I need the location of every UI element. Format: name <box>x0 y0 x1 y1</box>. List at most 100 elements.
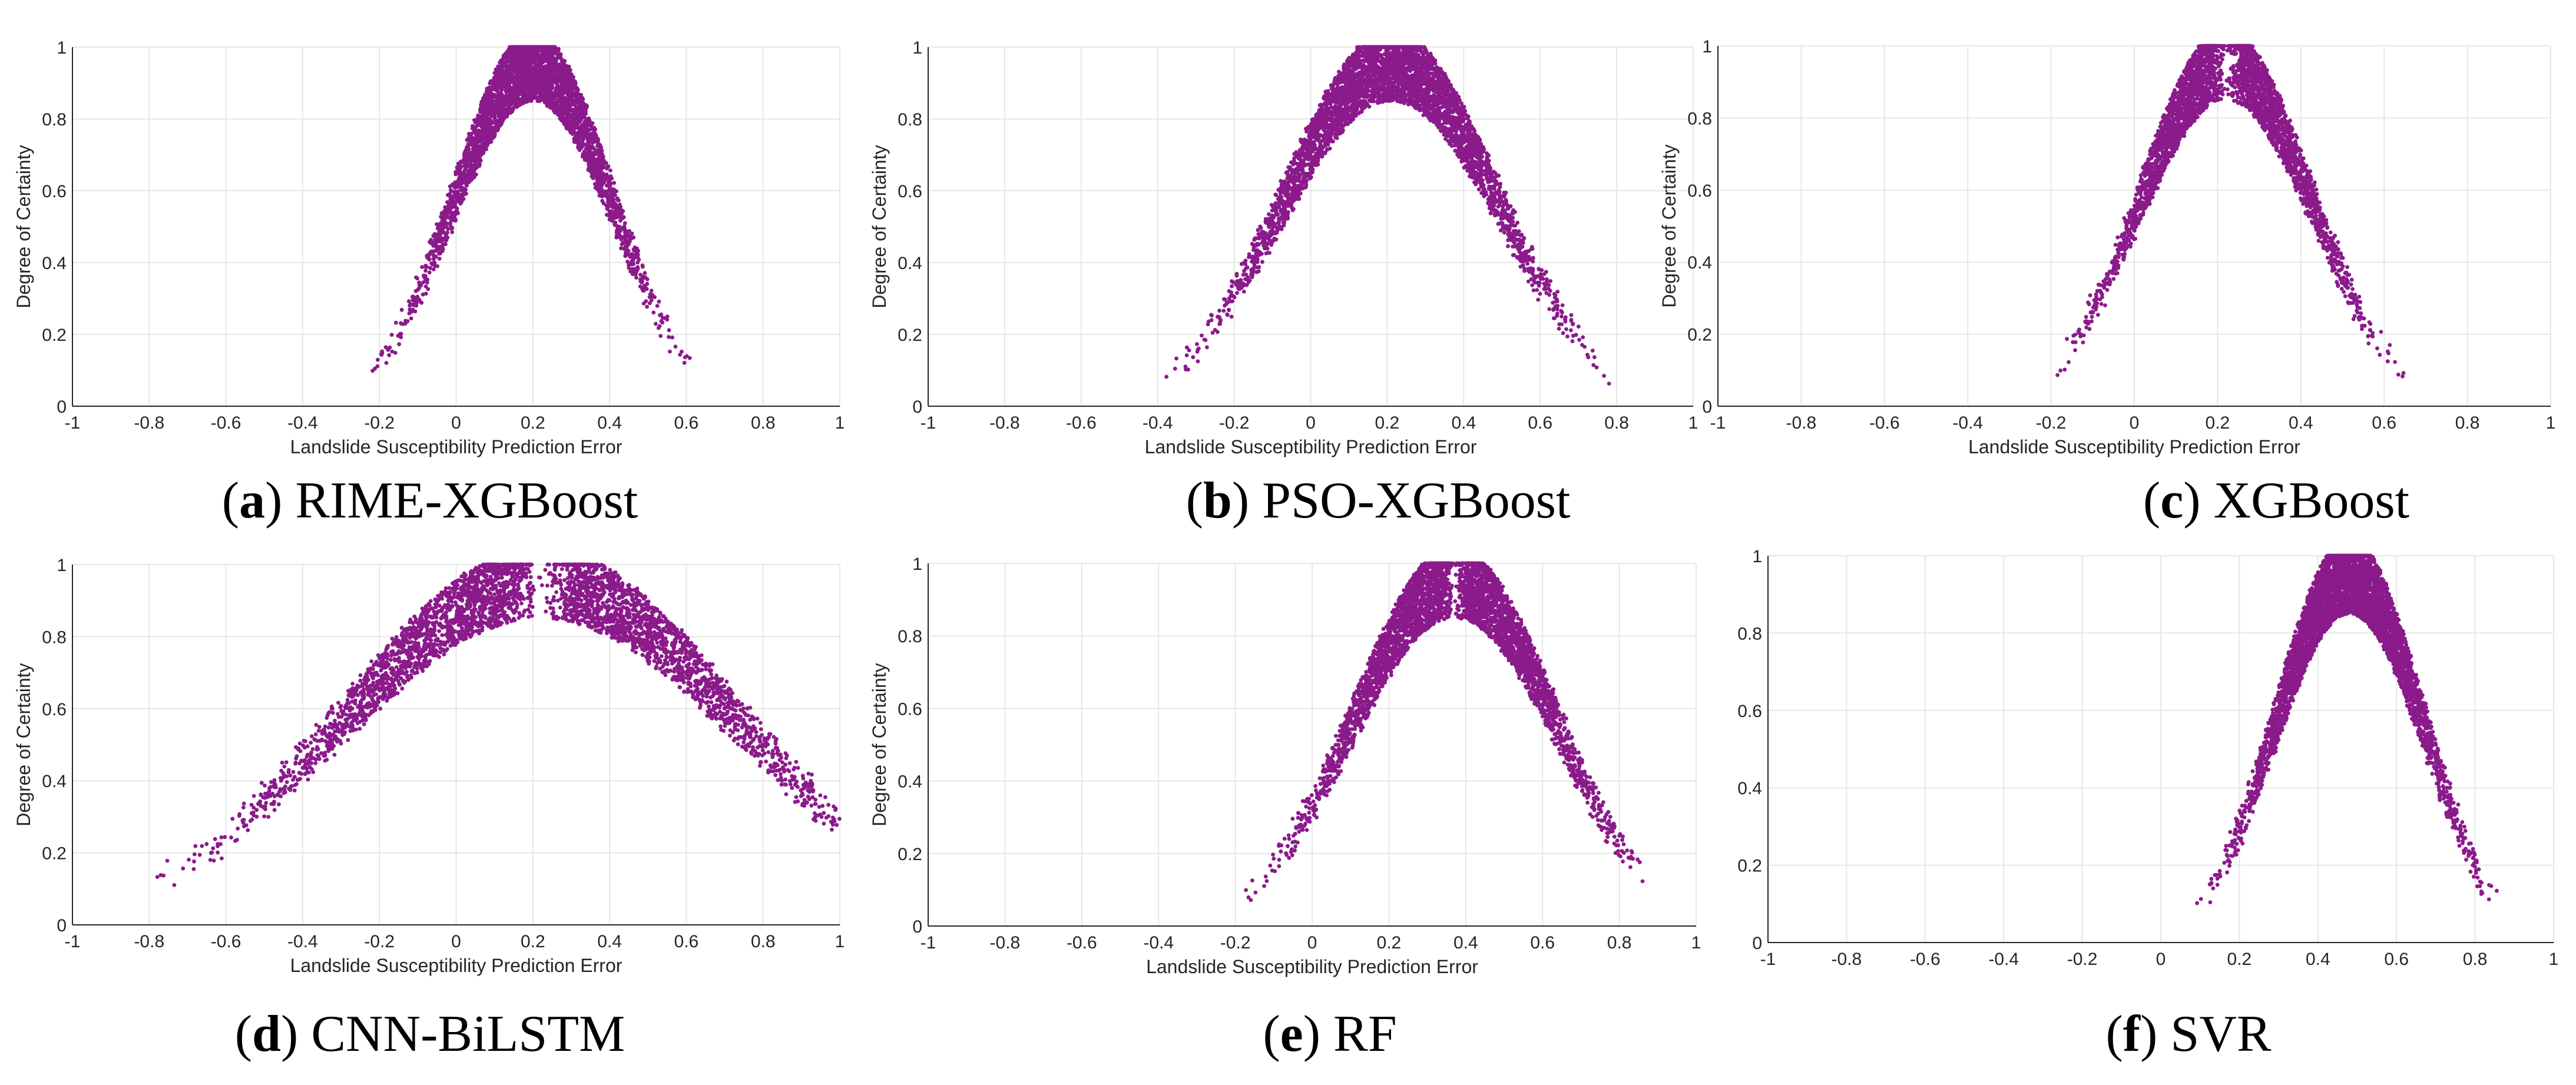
data-point <box>552 102 557 106</box>
data-point <box>504 71 509 76</box>
data-point <box>455 185 460 189</box>
data-point <box>535 74 539 78</box>
data-point <box>1223 297 1227 301</box>
data-point <box>614 213 619 217</box>
data-point <box>389 333 394 337</box>
data-point <box>489 87 494 92</box>
data-point <box>592 162 597 167</box>
data-point <box>514 57 518 62</box>
data-point <box>1564 327 1568 331</box>
data-point <box>598 174 603 178</box>
data-point <box>534 82 538 87</box>
data-point <box>587 132 591 137</box>
data-point <box>488 137 492 142</box>
data-point <box>597 183 601 188</box>
data-point <box>604 161 608 165</box>
data-point <box>455 211 460 215</box>
y-tick-label: 0.4 <box>42 254 67 273</box>
data-point <box>1195 349 1200 354</box>
data-point <box>502 114 507 119</box>
data-point <box>590 121 595 125</box>
data-point <box>587 116 591 121</box>
data-point <box>583 112 588 117</box>
data-point <box>518 54 522 58</box>
data-point <box>1244 273 1249 277</box>
data-point <box>471 148 476 152</box>
data-point <box>591 154 595 159</box>
data-point <box>557 62 562 67</box>
data-point <box>491 98 495 102</box>
data-point <box>658 334 663 339</box>
data-point <box>446 203 451 208</box>
data-point <box>452 190 456 194</box>
data-point <box>478 115 483 120</box>
data-point <box>379 353 384 357</box>
data-point <box>665 314 670 318</box>
data-point <box>634 271 638 276</box>
data-point <box>568 120 573 125</box>
data-point <box>438 232 443 237</box>
data-point <box>591 176 595 180</box>
x-tick-label: -0.2 <box>364 413 395 433</box>
data-point <box>426 253 431 257</box>
data-point <box>496 121 501 125</box>
data-point <box>576 111 581 116</box>
data-point <box>511 59 515 64</box>
data-point <box>515 95 520 100</box>
data-point <box>592 125 597 130</box>
data-point <box>504 67 509 71</box>
data-point <box>654 321 658 326</box>
data-point <box>465 145 469 150</box>
data-point <box>598 161 602 165</box>
data-point <box>569 124 574 128</box>
data-point <box>561 103 566 108</box>
data-point <box>1251 248 1256 252</box>
data-point <box>541 79 545 84</box>
data-point <box>607 184 611 189</box>
data-point <box>638 273 643 277</box>
data-point <box>448 224 453 228</box>
data-point <box>552 63 557 67</box>
data-point <box>415 276 419 281</box>
data-point <box>484 89 489 94</box>
data-point <box>682 360 687 365</box>
data-point <box>521 101 526 105</box>
data-point <box>459 165 463 170</box>
data-point <box>504 62 508 66</box>
data-point <box>585 128 590 132</box>
y-axis-label: Degree of Certainty <box>13 145 34 308</box>
data-point <box>618 233 622 238</box>
data-point <box>557 92 562 96</box>
data-point <box>548 56 552 61</box>
data-point <box>472 167 477 172</box>
data-point <box>1230 293 1234 298</box>
scatter-series <box>1164 45 1611 386</box>
data-point <box>617 207 621 212</box>
data-point <box>605 166 609 171</box>
data-point <box>427 257 432 261</box>
data-point <box>463 168 467 172</box>
data-point <box>481 127 485 131</box>
data-point <box>1195 342 1199 346</box>
data-point <box>448 191 452 196</box>
data-point <box>625 260 630 264</box>
data-point <box>1515 220 1519 225</box>
data-point <box>463 156 468 161</box>
data-point <box>439 214 443 219</box>
data-point <box>506 77 511 82</box>
data-point <box>551 96 555 101</box>
scatter-series <box>370 45 692 373</box>
data-point <box>519 67 524 71</box>
data-point <box>546 76 551 80</box>
data-point <box>568 95 572 100</box>
data-point <box>1488 211 1493 215</box>
data-point <box>503 110 507 115</box>
data-point <box>551 49 555 54</box>
data-point <box>445 208 449 213</box>
x-tick-label: 1 <box>835 413 845 433</box>
data-point <box>550 84 554 88</box>
data-point <box>488 105 493 110</box>
data-point <box>640 280 644 285</box>
data-point <box>1329 105 1333 110</box>
data-point <box>421 280 425 284</box>
